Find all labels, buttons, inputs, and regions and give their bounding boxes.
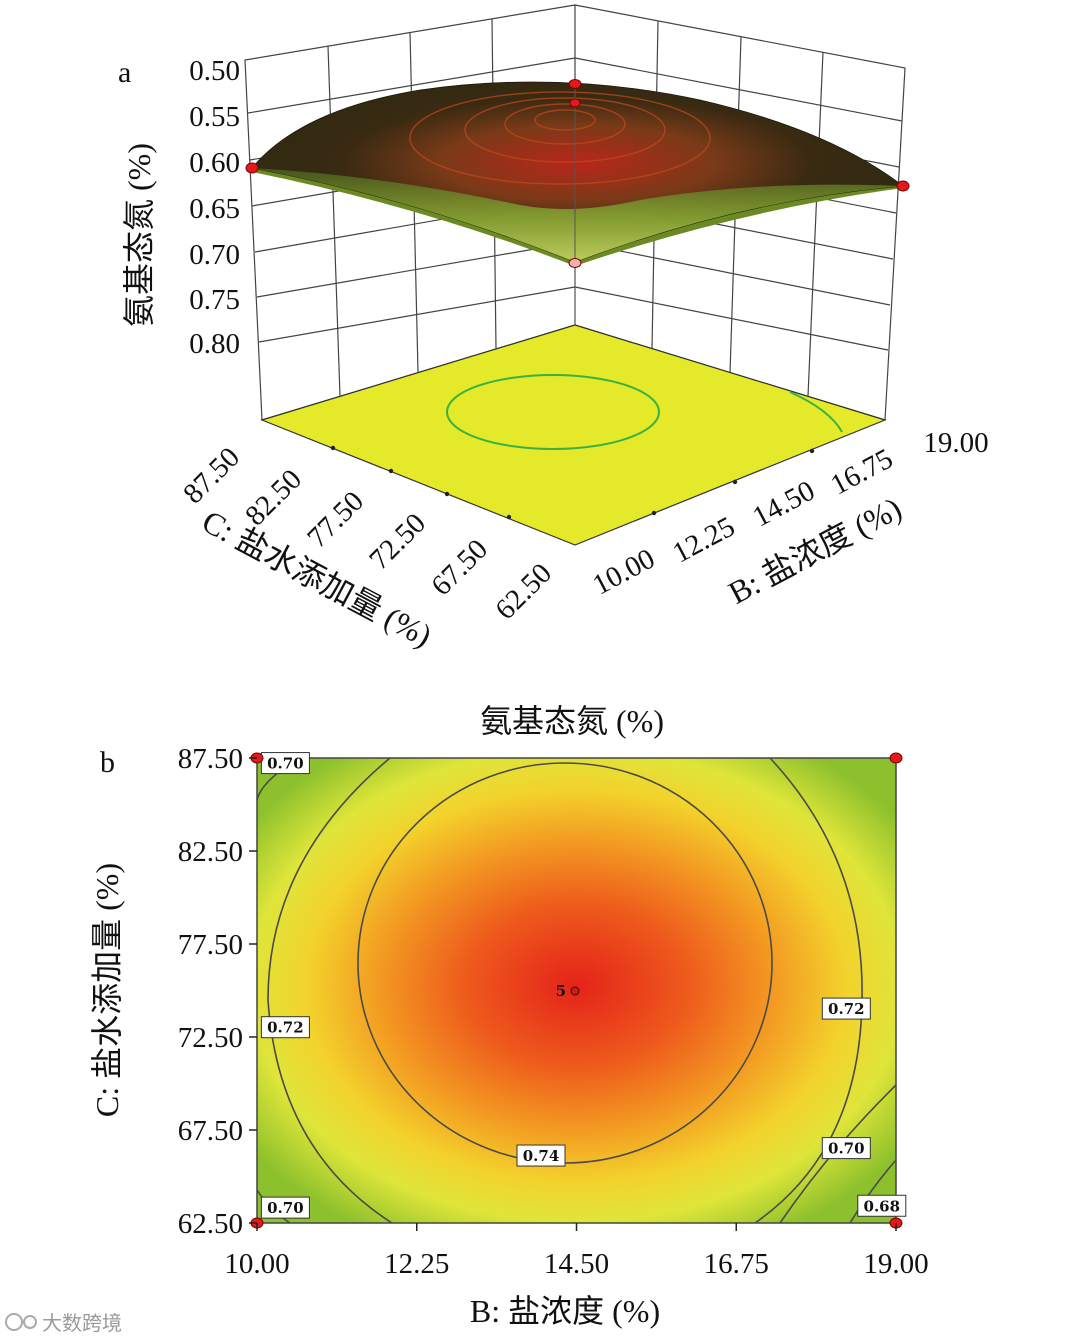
contour-label: 0.72 [821, 997, 871, 1020]
z-tick-label: 0.55 [189, 101, 240, 133]
design-point [568, 258, 582, 268]
z-axis-title: 氨基态氮 (%) [121, 143, 157, 327]
z-tick-label: 0.50 [189, 55, 240, 87]
contour-label: 0.70 [821, 1137, 871, 1160]
contour-label: 0.70 [260, 752, 310, 775]
c-tick-label: 67.50 [425, 533, 494, 602]
x-tick-label: 16.75 [704, 1248, 769, 1280]
panel-a-label: a [118, 56, 131, 89]
z-tick-labels: 0.50 0.55 0.60 0.65 0.70 0.75 0.80 [189, 55, 240, 360]
z-tick-label: 0.75 [189, 284, 240, 316]
watermark-text: 大数跨境 [42, 1311, 122, 1335]
center-marker: 5 [556, 982, 580, 1000]
c-tick-label: 77.50 [301, 485, 370, 554]
x-tick-label: 14.50 [544, 1248, 609, 1280]
contour-label: 0.68 [857, 1194, 907, 1217]
design-point [896, 180, 910, 192]
design-points [245, 79, 910, 268]
x-tick-label: 19.00 [863, 1248, 928, 1280]
surface-front-shade [252, 168, 903, 262]
y-tick-label: 67.50 [178, 1115, 243, 1147]
x-tick-label: 10.00 [224, 1248, 289, 1280]
b-tick-label: 10.00 [587, 543, 660, 602]
contour-label-box [260, 752, 310, 775]
contour-label-text: 0.68 [864, 1197, 901, 1215]
y-tick-label: 82.50 [178, 836, 243, 868]
floor-plane [260, 324, 887, 546]
corner-point [889, 752, 903, 764]
contour-label-text: 0.72 [267, 1019, 304, 1037]
center-marker-label: 5 [556, 982, 566, 1000]
contour-axis-ticks [249, 757, 897, 1231]
y-tick-label: 77.50 [178, 929, 243, 961]
surface-rings [409, 91, 711, 185]
b-tick-label: 14.50 [747, 475, 820, 534]
contour-label-text: 0.70 [267, 1199, 304, 1217]
contour-label-text: 0.72 [828, 1000, 865, 1018]
contour-label: 0.72 [260, 1016, 310, 1039]
y-tick-label: 62.50 [178, 1208, 243, 1240]
y-tick-label: 72.50 [178, 1022, 243, 1054]
contour-y-axis-title: C: 盐水添加量 (%) [89, 863, 125, 1117]
contour-label-box [260, 1016, 310, 1039]
contour-label: 0.74 [516, 1144, 566, 1167]
contour-label-box [821, 997, 871, 1020]
watermark: 大数跨境 [5, 1311, 122, 1335]
design-point [569, 98, 581, 108]
contour-label: 0.70 [260, 1196, 310, 1219]
contour-label-box [260, 1196, 310, 1219]
y-tick-label: 87.50 [178, 743, 243, 775]
contour-y-tick-labels: 62.50 67.50 72.50 77.50 82.50 87.50 [178, 743, 243, 1240]
contour-x-tick-labels: 10.00 12.25 14.50 16.75 19.00 [224, 1248, 928, 1280]
contour-labels: 0.70 0.72 0.72 0.74 0.70 0.70 0.68 [260, 752, 907, 1219]
floor-contour-arc [789, 391, 843, 433]
c-tick-label: 87.50 [177, 441, 246, 510]
floor-ticks [330, 445, 815, 520]
contour-line-068 [849, 1159, 897, 1224]
contour-label-box [821, 1137, 871, 1160]
c-tick-label: 62.50 [489, 557, 558, 626]
contour-label-text: 0.74 [523, 1147, 560, 1165]
contour-label-box [516, 1144, 566, 1167]
panel-b-label: b [100, 746, 115, 779]
z-tick-label: 0.65 [189, 193, 240, 225]
design-point [245, 162, 259, 174]
z-tick-label: 0.60 [189, 147, 240, 179]
b-tick-label: 12.25 [667, 511, 740, 570]
z-tick-label: 0.80 [189, 328, 240, 360]
contour-label-box [857, 1194, 907, 1217]
panel-a: a [118, 4, 989, 654]
contour-label-text: 0.70 [267, 755, 304, 773]
panel-b-title: 氨基态氮 (%) [480, 703, 664, 739]
contour-x-axis-title: B: 盐浓度 (%) [470, 1293, 660, 1329]
floor-contour-ellipse [446, 374, 660, 450]
watermark-logo-icon [5, 1313, 23, 1331]
z-tick-label: 0.70 [189, 239, 240, 271]
panel-b: 氨基态氮 (%) b 0.700.720.720.74 0.700.70 0.68 … [89, 703, 929, 1329]
b-tick-label: 19.00 [923, 427, 988, 459]
design-point [568, 79, 582, 89]
x-tick-label: 12.25 [384, 1248, 449, 1280]
c-tick-label: 72.50 [363, 507, 432, 576]
contour-label-text: 0.70 [828, 1140, 865, 1158]
